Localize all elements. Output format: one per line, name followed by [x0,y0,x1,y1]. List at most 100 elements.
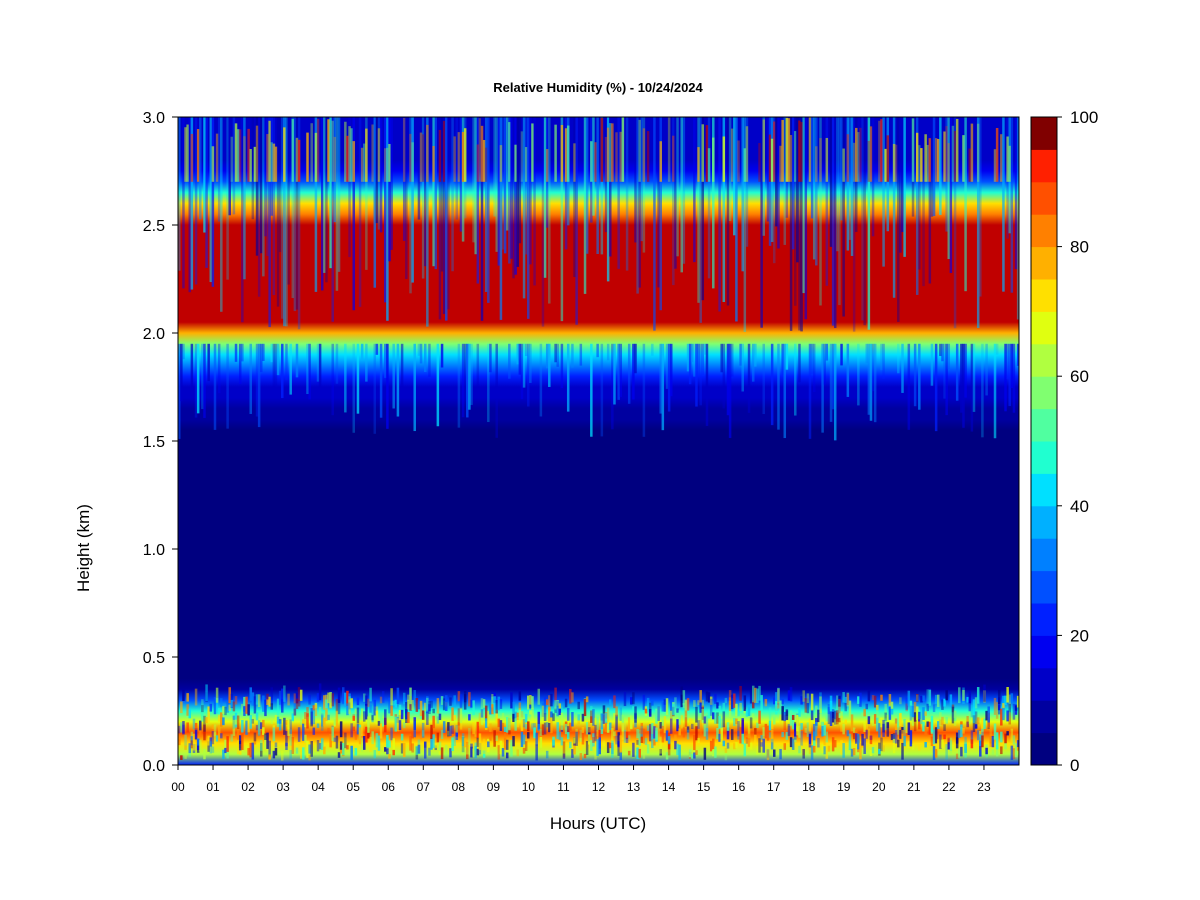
heatmap-cell [873,714,877,724]
heatmap-cell [966,715,969,729]
heatmap-cell [871,695,875,701]
heatmap-cell [405,702,408,714]
heatmap-cell [243,136,246,182]
heatmap-cell [726,727,730,740]
heatmap-cell [560,124,564,182]
heatmap-cell [659,722,662,729]
heatmap-cell [518,117,522,244]
heatmap-cell [838,695,841,707]
heatmap-cell [781,731,784,738]
heatmap-cell [962,135,965,182]
heatmap-cell [455,117,459,220]
heatmap-cell [590,141,593,182]
heatmap-cell [482,750,486,758]
heatmap-cell [386,147,389,182]
heatmap-cell [463,343,467,399]
heatmap-cell [648,702,652,716]
heatmap-cell [339,721,343,738]
heatmap-cell [371,715,374,721]
heatmap-cell [636,740,639,745]
heatmap-cell [238,129,242,182]
colorbar [1030,116,1058,766]
heatmap-cell [453,715,456,720]
heatmap-cell [651,733,654,749]
heatmap-cell [785,343,789,370]
heatmap-cell [617,742,620,756]
heatmap-cell [569,741,572,749]
heatmap-cell [918,117,921,270]
heatmap-cell [388,697,391,714]
heatmap-cell [943,734,946,740]
heatmap-cell [360,720,364,736]
heatmap-cell [897,739,900,748]
heatmap-cell [255,343,259,417]
heatmap-cell [295,698,299,710]
heatmap-cell [909,700,913,717]
heatmap-cell [989,736,993,744]
heatmap-cell [899,117,902,253]
heatmap-cell [775,701,778,715]
heatmap-cell [913,712,917,722]
colorbar-segment [1031,441,1057,474]
heatmap-cell [432,117,435,267]
heatmap-cell [524,147,528,182]
heatmap-cell [928,721,932,735]
heatmap-cell [257,343,261,428]
heatmap-cell [402,117,406,182]
heatmap-cell [642,117,646,253]
heatmap-cell [281,750,284,761]
heatmap-cell [251,692,255,706]
heatmap-cell [997,705,1001,715]
heatmap-cell [560,343,564,389]
heatmap-cell [962,687,965,704]
heatmap-cell [844,719,847,725]
heatmap-cell [592,117,595,216]
heatmap-cell [487,741,490,748]
heatmap-cell [571,692,574,703]
heatmap-cell [478,118,482,182]
heatmap-cell [285,720,288,725]
heatmap-cell [487,711,490,727]
heatmap-cell [447,117,450,310]
heatmap-cell [472,748,475,757]
heatmap-cell [718,705,721,712]
heatmap-cell [543,117,547,278]
heatmap-cell [518,343,522,375]
heatmap-cell [384,148,387,182]
heatmap-cell [493,730,496,747]
heatmap-cell [466,343,469,418]
heatmap-cell [484,718,488,728]
heatmap-cell [241,733,244,750]
heatmap-cell [831,343,835,410]
heatmap-cell [688,343,692,385]
heatmap-cell [802,117,805,294]
colorbar-segment [1031,246,1057,280]
heatmap-cell [268,117,271,328]
heatmap-cell [186,704,189,716]
heatmap-cell [238,343,242,385]
heatmap-cell [505,752,509,759]
heatmap-cell [440,117,444,272]
heatmap-cell [930,736,934,747]
heatmap-cell [825,343,829,361]
heatmap-cell [554,124,557,182]
heatmap-cell [903,729,906,736]
heatmap-cell [785,117,789,182]
heatmap-cell [747,722,751,739]
heatmap-cell [236,715,240,730]
heatmap-cell [606,127,610,182]
heatmap-cell [371,731,374,745]
heatmap-cell [993,343,997,439]
heatmap-cell [331,343,334,416]
heatmap-cell [686,343,690,372]
heatmap-cell [989,742,993,747]
heatmap-cell [993,723,997,740]
heatmap-cell [863,117,866,326]
heatmap-cell [407,694,410,702]
heatmap-cell [625,731,629,739]
heatmap-cell [823,343,826,385]
heatmap-cell [272,750,276,759]
heatmap-cell [520,131,524,182]
heatmap-cell [846,692,850,707]
heatmap-cell [644,708,648,714]
